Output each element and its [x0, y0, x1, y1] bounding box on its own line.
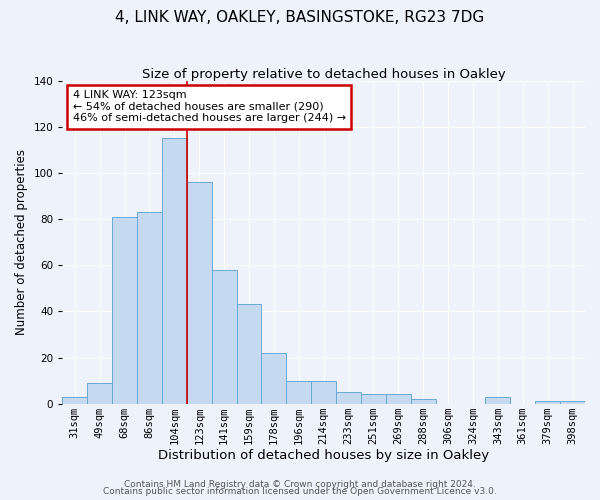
- Text: 4, LINK WAY, OAKLEY, BASINGSTOKE, RG23 7DG: 4, LINK WAY, OAKLEY, BASINGSTOKE, RG23 7…: [115, 10, 485, 25]
- Bar: [485, 396, 511, 404]
- Bar: [411, 399, 436, 404]
- X-axis label: Distribution of detached houses by size in Oakley: Distribution of detached houses by size …: [158, 450, 489, 462]
- Bar: [336, 392, 361, 404]
- Bar: [311, 380, 336, 404]
- Bar: [535, 402, 560, 404]
- Bar: [286, 380, 311, 404]
- Bar: [560, 402, 585, 404]
- Text: 4 LINK WAY: 123sqm
← 54% of detached houses are smaller (290)
46% of semi-detach: 4 LINK WAY: 123sqm ← 54% of detached hou…: [73, 90, 346, 124]
- Bar: [137, 212, 162, 404]
- Bar: [262, 353, 286, 404]
- Bar: [87, 383, 112, 404]
- Y-axis label: Number of detached properties: Number of detached properties: [15, 149, 28, 335]
- Title: Size of property relative to detached houses in Oakley: Size of property relative to detached ho…: [142, 68, 506, 80]
- Text: Contains HM Land Registry data © Crown copyright and database right 2024.: Contains HM Land Registry data © Crown c…: [124, 480, 476, 489]
- Bar: [112, 216, 137, 404]
- Bar: [62, 396, 87, 404]
- Bar: [386, 394, 411, 404]
- Bar: [361, 394, 386, 404]
- Bar: [236, 304, 262, 404]
- Text: Contains public sector information licensed under the Open Government Licence v3: Contains public sector information licen…: [103, 487, 497, 496]
- Bar: [212, 270, 236, 404]
- Bar: [187, 182, 212, 404]
- Bar: [162, 138, 187, 404]
